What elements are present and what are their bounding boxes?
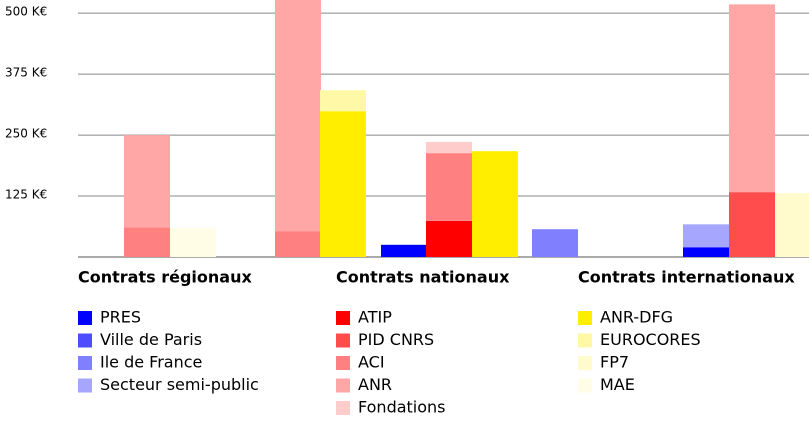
legend-label: Ville de Paris [100, 330, 202, 349]
legend-label: PID CNRS [358, 330, 434, 349]
legend-heading: Contrats nationaux [336, 268, 510, 287]
bar-segment [426, 141, 472, 154]
legend-label: EUROCORES [600, 330, 701, 349]
legend-label: ATIP [358, 308, 392, 327]
bar-segment [729, 192, 775, 257]
bar-segment [320, 111, 366, 257]
legend-swatch [78, 356, 92, 370]
legend-label: MAE [600, 375, 635, 394]
legend-heading: Contrats internationaux [578, 268, 795, 287]
legend-heading: Contrats régionaux [78, 268, 252, 287]
legend-swatch [336, 401, 350, 415]
legend-label: Secteur semi-public [100, 375, 259, 394]
bar-segment [275, 231, 321, 257]
legend-swatch [78, 311, 92, 325]
bar-segment [683, 224, 729, 248]
bar-segment [683, 247, 729, 257]
legend-swatch [578, 333, 592, 348]
legend-label: PRES [100, 308, 141, 327]
bar-segment [381, 244, 427, 257]
bar-segment [170, 228, 216, 257]
bar-segment [532, 229, 578, 257]
legend-swatch [336, 378, 350, 393]
y-tick-label: 125 K€ [5, 188, 47, 202]
bar-segment [426, 153, 472, 221]
legend-label: ANR-DFG [600, 308, 673, 327]
legend-swatch [578, 311, 592, 325]
legend-swatch [578, 378, 592, 393]
bar-segment [775, 193, 809, 257]
y-tick-label: 250 K€ [5, 127, 47, 141]
legend-swatch [78, 333, 92, 348]
bar-segment [426, 220, 472, 257]
bar-segment [320, 90, 366, 112]
y-tick-label: 500 K€ [5, 5, 47, 19]
bar-segment [124, 227, 170, 257]
legend-label: Fondations [358, 398, 446, 417]
bar-segment [124, 135, 170, 228]
legend-label: ANR [358, 375, 392, 394]
legend-swatch [336, 311, 350, 325]
bar-segment [275, 0, 321, 232]
y-tick-label: 375 K€ [5, 66, 47, 80]
legend-swatch [78, 378, 92, 393]
legend-swatch [578, 356, 592, 370]
legend-swatch [336, 356, 350, 370]
bar-segment [472, 151, 518, 257]
bar-segment [729, 4, 775, 193]
legend-swatch [336, 333, 350, 348]
legend-label: FP7 [600, 353, 629, 372]
legend-label: Ile de France [100, 353, 202, 372]
legend-label: ACI [358, 353, 385, 372]
